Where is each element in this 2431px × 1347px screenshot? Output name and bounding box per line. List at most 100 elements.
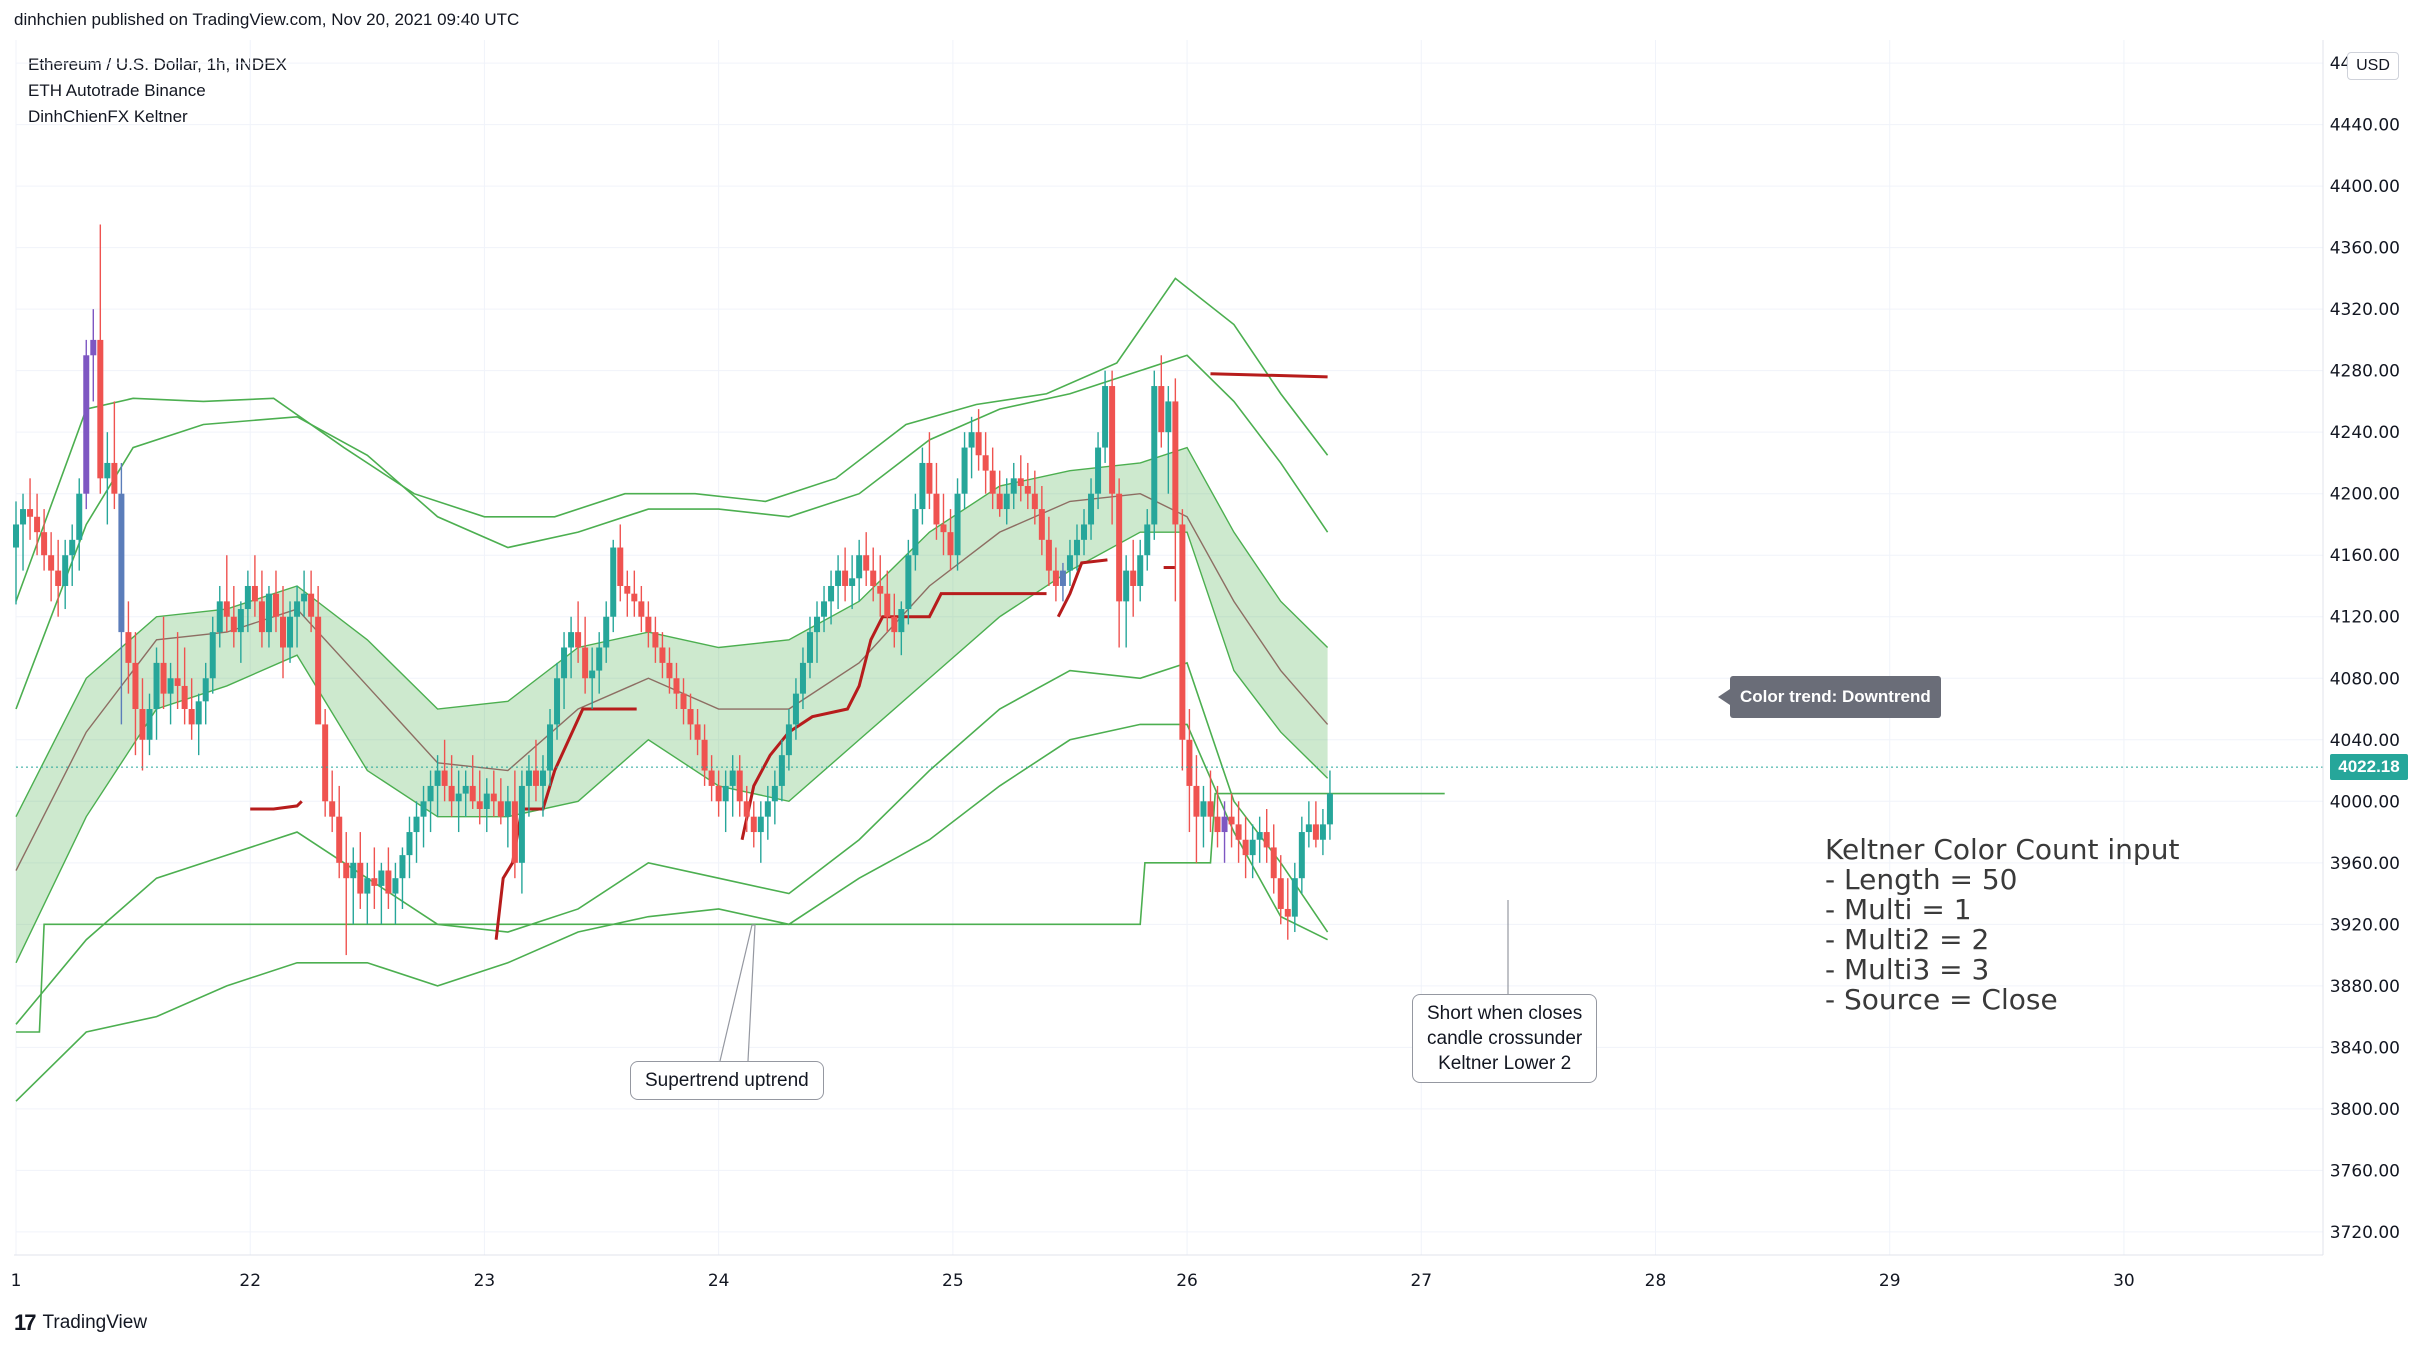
candle-body [666, 662, 673, 679]
candle-body [1151, 386, 1158, 525]
candle-body [1102, 386, 1109, 448]
time-tick: 22 [239, 1271, 261, 1291]
candle-body [610, 547, 617, 617]
candle-body [722, 785, 729, 802]
candle-body [778, 755, 785, 786]
candle-body [589, 670, 596, 679]
candle-body [645, 616, 652, 633]
candle-body [1235, 824, 1242, 840]
candle-body [1291, 878, 1298, 917]
indicator-autotrade[interactable]: ETH Autotrade Binance [28, 81, 206, 100]
candle-body [69, 539, 76, 556]
step-line-path [16, 792, 1445, 1033]
price-tick: 3760.00 [2330, 1161, 2400, 1181]
candle-body [34, 516, 41, 533]
supertrend-segment [250, 800, 303, 811]
candle-body [272, 593, 279, 617]
tradingview-logo[interactable]: 17 TradingView [14, 1310, 147, 1336]
candle-body [568, 632, 575, 648]
tradingview-logo-icon: 17 [14, 1310, 37, 1335]
candle-body [230, 616, 237, 633]
price-tick: 3720.00 [2330, 1223, 2400, 1243]
candle-body [1165, 401, 1172, 433]
candle-body [13, 524, 19, 548]
candle-body [1179, 524, 1186, 740]
candle-body [799, 662, 806, 694]
publisher-line: dinhchien published on TradingView.com, … [14, 10, 520, 29]
note-line-multi2: - Multi2 = 2 [1825, 923, 1990, 956]
candle-body [455, 793, 462, 802]
candle-body [469, 785, 476, 802]
candle-body [575, 632, 582, 648]
candle-body [1277, 878, 1284, 909]
candle-body [792, 693, 799, 725]
candle-body [62, 555, 69, 586]
time-tick: 28 [1645, 1271, 1667, 1291]
step-line [16, 792, 1445, 1033]
time-tick: 25 [942, 1271, 964, 1291]
candle-body [785, 724, 792, 756]
note-title: Keltner Color Count input [1825, 833, 2180, 866]
price-tick: 4200.00 [2330, 485, 2400, 505]
candle-body [1066, 555, 1073, 571]
candle-body [968, 432, 975, 448]
candle-body [1242, 839, 1249, 856]
indicator-keltner[interactable]: DinhChienFX Keltner [28, 107, 188, 126]
candle-body [842, 570, 849, 586]
candle-body [350, 862, 357, 879]
price-axis-bg [2323, 0, 2431, 1347]
candle-body [989, 470, 996, 494]
candle-body [1172, 401, 1179, 525]
candle-body [1073, 539, 1080, 556]
currency-label[interactable]: USD [2347, 52, 2399, 80]
price-tick: 4000.00 [2330, 792, 2400, 812]
candle-body [1298, 832, 1305, 879]
candle-body [884, 593, 891, 617]
price-tick: 4120.00 [2330, 608, 2400, 628]
price-tick: 4440.00 [2330, 116, 2400, 136]
candle-body [385, 870, 392, 894]
symbol-title[interactable]: Ethereum / U.S. Dollar, 1h, INDEX [28, 55, 287, 74]
candle-body [378, 870, 385, 886]
time-tick: 30 [2113, 1271, 2135, 1291]
candle-body [27, 509, 34, 517]
candle-body [912, 509, 919, 556]
candle-body [1130, 570, 1137, 586]
candle-body [1137, 555, 1144, 586]
candle-body [174, 678, 181, 686]
candle-body [961, 447, 968, 494]
candle-body [708, 770, 715, 786]
candle-body [1038, 509, 1045, 540]
candle-body [926, 462, 933, 494]
candle-body [427, 785, 434, 802]
candle-body [413, 816, 420, 833]
candle-body [48, 555, 55, 571]
candle-body [434, 770, 441, 786]
candle-body [518, 785, 525, 863]
candle-body [329, 801, 336, 817]
note-line-multi3: - Multi3 = 3 [1825, 953, 1990, 986]
candle-body [287, 616, 294, 648]
keltner-upper2 [15, 354, 1329, 710]
supertrend-segment [494, 707, 637, 940]
candle-body [1052, 570, 1059, 586]
candle-body [736, 770, 743, 802]
candle-body [1249, 839, 1256, 856]
supertrend-leader [719, 924, 756, 1062]
chart-legend: Ethereum / U.S. Dollar, 1h, INDEX ETH Au… [28, 52, 287, 130]
candle-body [343, 862, 350, 879]
candle-body [673, 678, 680, 694]
candle-body [223, 601, 230, 617]
candle-body [315, 616, 322, 725]
candle-body [1031, 493, 1038, 510]
candle-body [596, 647, 603, 671]
candle-body [933, 493, 940, 525]
candle-body [631, 593, 638, 602]
candle-body [104, 462, 111, 479]
price-tick: 3880.00 [2330, 977, 2400, 997]
candle-body [1109, 386, 1116, 494]
candle-body [1193, 785, 1200, 817]
candle-body [814, 616, 821, 633]
candle-body [1214, 816, 1221, 833]
